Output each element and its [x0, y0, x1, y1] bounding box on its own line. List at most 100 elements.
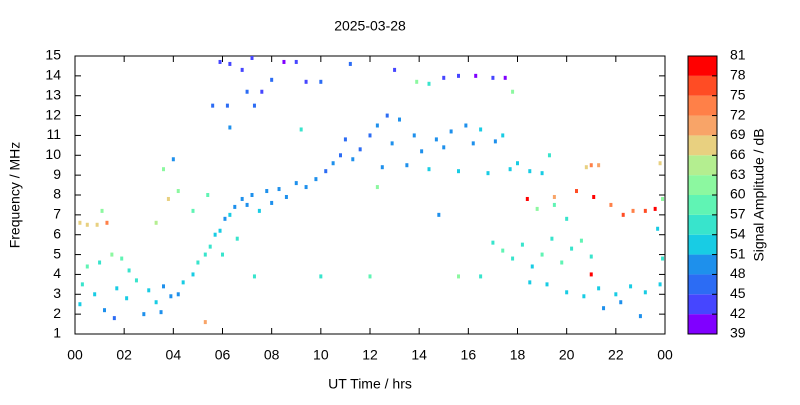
data-point: [375, 123, 379, 128]
data-point: [661, 256, 665, 261]
data-point: [319, 79, 323, 84]
colorbar-band: [688, 155, 717, 176]
data-point: [294, 181, 298, 186]
data-point: [552, 194, 556, 199]
colorbar-band: [688, 195, 717, 215]
data-point: [282, 59, 286, 64]
data-point: [552, 202, 556, 207]
y-tick-label: 14: [45, 67, 61, 83]
data-point: [235, 236, 239, 241]
data-point: [579, 238, 583, 243]
x-tick-label: 04: [166, 347, 182, 363]
y-tick-label: 5: [53, 245, 61, 261]
data-point: [415, 79, 419, 84]
y-axis-label: Frequency / MHz: [7, 142, 23, 249]
data-point: [589, 163, 593, 168]
data-point: [565, 216, 569, 221]
data-point: [368, 133, 372, 138]
data-point: [525, 196, 529, 201]
x-tick-label: 06: [215, 347, 231, 363]
data-point: [85, 264, 89, 269]
data-point: [154, 300, 158, 305]
data-point: [304, 79, 308, 84]
data-point: [115, 286, 119, 291]
data-point: [252, 274, 256, 279]
data-point: [181, 280, 185, 285]
data-point: [520, 242, 524, 247]
data-point: [528, 280, 532, 285]
data-point: [112, 316, 116, 321]
data-point: [223, 216, 227, 221]
data-point: [203, 320, 207, 325]
data-point: [547, 153, 551, 158]
data-point: [621, 212, 625, 217]
data-point: [643, 290, 647, 295]
data-point: [110, 252, 114, 257]
data-point: [457, 169, 460, 174]
data-point: [643, 208, 647, 213]
colorbar-label: Signal Amplitude / dB: [751, 128, 767, 261]
data-point: [98, 260, 102, 265]
data-point: [240, 67, 244, 72]
data-point: [348, 61, 352, 66]
data-point: [589, 254, 593, 259]
y-tick-label: 3: [53, 285, 61, 301]
data-point: [398, 117, 401, 122]
data-point: [375, 185, 379, 190]
data-point: [191, 208, 195, 213]
data-point: [656, 226, 660, 231]
colorbar-tick-label: 39: [730, 325, 746, 341]
data-point: [582, 294, 586, 299]
y-tick-label: 7: [53, 206, 61, 222]
data-point: [658, 282, 662, 287]
y-tick-label: 6: [53, 225, 61, 241]
colorbar-tick-label: 66: [730, 146, 746, 162]
colorbar-tick-label: 54: [730, 225, 746, 241]
data-point: [284, 194, 288, 199]
data-point: [221, 252, 224, 257]
data-point: [270, 200, 274, 205]
data-point: [442, 75, 446, 80]
data-point: [206, 193, 210, 197]
data-point: [589, 272, 593, 277]
data-point: [80, 282, 84, 287]
colorbar-band: [688, 254, 717, 275]
data-point: [93, 292, 97, 297]
data-point: [218, 59, 222, 64]
data-point: [125, 296, 129, 301]
data-point: [464, 123, 468, 128]
data-point: [390, 141, 394, 146]
colorbar-tick-label: 45: [730, 285, 746, 301]
y-tick-label: 4: [53, 265, 61, 281]
data-point: [142, 312, 146, 317]
data-point: [540, 171, 544, 176]
data-point: [619, 300, 623, 305]
data-point: [471, 141, 475, 146]
x-tick-label: 00: [657, 347, 673, 363]
data-point: [169, 294, 173, 299]
data-point: [78, 220, 82, 225]
data-point: [545, 282, 549, 287]
data-point: [304, 185, 308, 190]
data-point: [560, 260, 564, 265]
data-point: [479, 127, 483, 132]
data-point: [162, 284, 165, 289]
data-point: [434, 137, 438, 142]
data-point: [343, 137, 347, 142]
x-tick-label: 18: [510, 347, 526, 363]
data-point: [351, 157, 355, 162]
data-point: [270, 77, 274, 82]
data-point: [324, 169, 328, 174]
colorbar-band: [688, 56, 717, 76]
data-point: [228, 212, 232, 217]
data-point: [457, 73, 460, 78]
data-point: [368, 274, 372, 279]
data-point: [299, 127, 303, 132]
data-point: [260, 89, 264, 94]
data-point: [427, 81, 431, 86]
data-point: [661, 196, 665, 201]
data-point: [233, 204, 237, 209]
data-point: [602, 306, 606, 311]
colorbar-tick-label: 63: [730, 166, 746, 182]
colorbar-tick-label: 51: [730, 245, 746, 261]
